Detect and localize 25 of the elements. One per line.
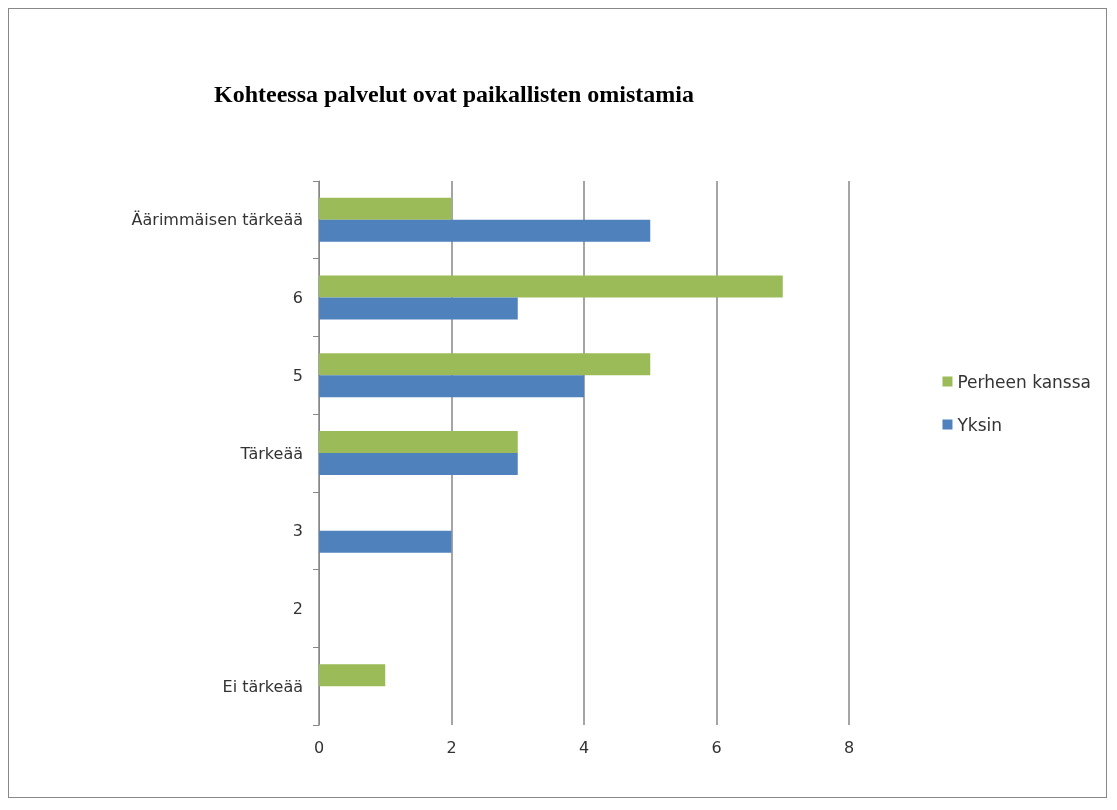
y-tick-label: 3 [292, 521, 303, 541]
y-tick-label: 2 [292, 598, 303, 618]
x-tick-label: 8 [843, 737, 855, 757]
legend-label: Perheen kanssa [957, 371, 1092, 392]
y-tick-label: Tärkeää [239, 443, 303, 463]
x-tick-label: 6 [711, 737, 722, 757]
chart-title: Kohteessa palvelut ovat paikallisten omistamia [213, 81, 695, 107]
y-tick-label: 6 [292, 288, 303, 308]
bar [319, 530, 452, 553]
x-tick-label: 0 [313, 737, 325, 757]
bar [319, 375, 584, 398]
x-tick-label: 4 [578, 737, 590, 757]
y-tick-label: Äärimmäisen tärkeää [131, 210, 303, 230]
bar [319, 297, 518, 320]
legend-label: Yksin [956, 414, 1003, 435]
bar [319, 453, 518, 475]
x-tick-label: 2 [446, 737, 457, 757]
y-tick-label: Ei tärkeää [222, 676, 303, 696]
y-tick-label: 5 [292, 365, 303, 385]
bar [319, 353, 651, 376]
bar [319, 219, 651, 242]
bar [319, 664, 386, 687]
bar [319, 275, 783, 298]
bar [319, 197, 452, 220]
bar [319, 431, 518, 453]
